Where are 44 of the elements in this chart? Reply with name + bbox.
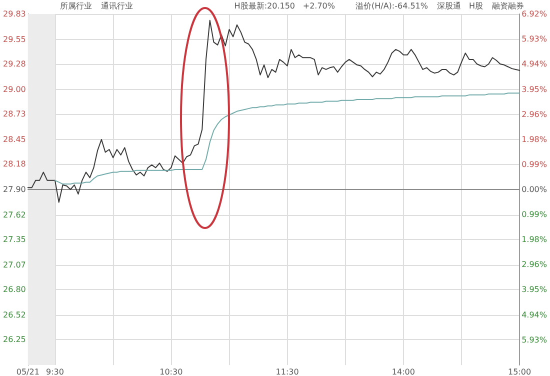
y-tick-label: 26.52	[2, 310, 26, 320]
y-tick-label: 27.07	[2, 260, 26, 270]
y2-tick-label: 3.95%	[522, 84, 548, 94]
y-tick-label: 27.62	[2, 210, 26, 220]
y-tick-label: 29.00	[2, 84, 26, 94]
y2-tick-label: 5.93%	[522, 335, 548, 344]
line-series	[54, 92, 520, 185]
y2-tick-label: 4.94%	[522, 310, 548, 320]
y-tick-label: 29.55	[2, 34, 26, 44]
y-tick-label: 26.80	[2, 285, 26, 294]
y-tick-label: 27.90	[2, 185, 26, 194]
y2-tick-label: 0.99%	[522, 160, 548, 169]
y-tick-label: 29.28	[2, 60, 26, 69]
y2-tick-label: 1.98%	[522, 134, 548, 144]
x-tick-label: 11:30	[276, 368, 299, 376]
x-tick-label: 14:00	[392, 368, 415, 376]
y-tick-label: 27.35	[2, 235, 26, 244]
x-tick-label: 9:30	[46, 368, 64, 376]
y-tick-label: 28.45	[2, 134, 26, 144]
y2-tick-label: 6.92%	[522, 10, 548, 18]
y2-tick-label: 5.93%	[522, 34, 548, 44]
y-tick-label: 28.18	[2, 160, 26, 169]
y2-tick-label: 1.98%	[522, 235, 548, 244]
y-tick-label: 28.73	[2, 110, 26, 119]
y2-tick-label: 2.96%	[522, 260, 548, 270]
text: H股最新:20.150	[234, 2, 295, 10]
x-tick-label: 15:00	[508, 368, 532, 376]
line-series	[27, 20, 520, 203]
text: 通讯行业	[100, 2, 133, 10]
y-tick-label: 29.83	[2, 10, 26, 18]
text: H股	[468, 2, 483, 10]
text: +2.70%	[302, 2, 336, 10]
y-tick-label: 26.25	[2, 335, 26, 344]
x-tick-label: 05/21	[16, 368, 40, 376]
y2-tick-label: 3.95%	[522, 285, 548, 294]
y2-tick-label: 0.00%	[522, 185, 548, 194]
text: 溢价(H/A):-64.51%	[355, 2, 428, 10]
y2-tick-label: 4.94%	[522, 60, 548, 69]
text: 所属行业	[60, 2, 92, 10]
text: 融资融券	[492, 2, 524, 10]
text: 深股通	[437, 2, 461, 10]
x-tick-label: 10:30	[160, 368, 183, 376]
y2-tick-label: 2.96%	[522, 110, 548, 119]
y2-tick-label: 0.99%	[522, 210, 548, 220]
